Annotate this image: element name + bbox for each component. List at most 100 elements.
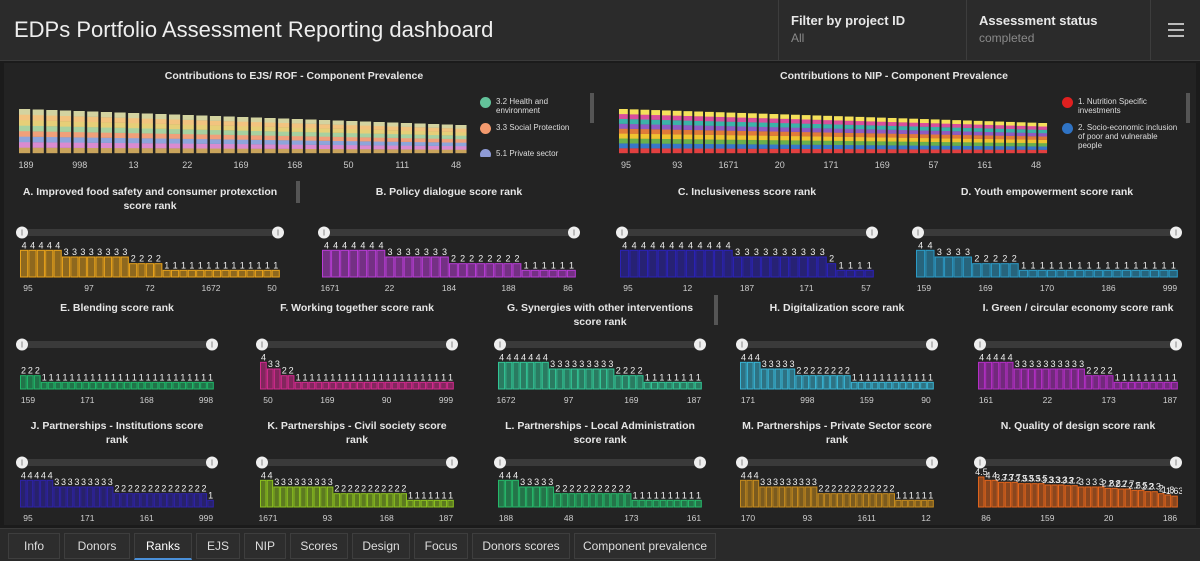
bar-segment[interactable] (128, 113, 140, 119)
bar-segment[interactable] (694, 129, 704, 135)
bar-segment[interactable] (791, 114, 800, 120)
bar-segment[interactable] (387, 133, 399, 138)
project-id-filter[interactable]: Filter by project ID All (778, 0, 965, 60)
score-bar[interactable] (336, 381, 343, 390)
bar-segment[interactable] (619, 128, 628, 134)
bar-segment[interactable] (877, 141, 886, 146)
bar-segment[interactable] (250, 121, 262, 127)
score-bar[interactable] (978, 361, 985, 390)
bar-segment[interactable] (662, 129, 671, 135)
score-bar[interactable] (426, 381, 434, 390)
bar-segment[interactable] (801, 148, 811, 154)
stacked-bar[interactable] (834, 116, 843, 154)
score-bar[interactable] (40, 381, 48, 390)
score-bar[interactable] (271, 269, 280, 278)
zoom-slider-track[interactable] (980, 341, 1176, 348)
bar-segment[interactable] (1038, 146, 1048, 150)
stacked-bar[interactable] (182, 115, 194, 154)
score-bar[interactable] (837, 493, 844, 508)
score-bar[interactable] (779, 256, 790, 278)
bar-segment[interactable] (387, 145, 399, 150)
score-bar[interactable] (26, 479, 34, 508)
score-bar[interactable] (73, 486, 81, 508)
score-bar[interactable] (830, 493, 837, 508)
score-bar[interactable] (561, 493, 569, 508)
score-bar[interactable] (1151, 491, 1158, 508)
bar-segment[interactable] (332, 132, 344, 137)
bar-segment[interactable] (758, 144, 768, 149)
score-bar[interactable] (403, 256, 413, 278)
bar-segment[interactable] (887, 133, 897, 138)
bar-segment[interactable] (278, 118, 290, 124)
bar-segment[interactable] (237, 148, 249, 154)
score-bar[interactable] (600, 368, 608, 390)
bar-segment[interactable] (769, 148, 779, 154)
bar-segment[interactable] (920, 145, 929, 150)
bar-segment[interactable] (791, 144, 800, 149)
bar-segment[interactable] (909, 145, 919, 150)
score-bar[interactable] (200, 493, 208, 508)
score-bar[interactable] (343, 381, 350, 390)
score-bar[interactable] (46, 479, 54, 508)
bar-segment[interactable] (748, 122, 757, 127)
bar-segment[interactable] (651, 138, 661, 144)
score-bar[interactable] (530, 269, 540, 278)
bar-segment[interactable] (428, 145, 440, 150)
score-bar[interactable] (944, 256, 954, 278)
score-bar[interactable] (1078, 486, 1085, 508)
bar-segment[interactable] (662, 134, 671, 140)
score-bar[interactable] (651, 381, 659, 390)
score-bar[interactable] (505, 479, 512, 508)
score-bar[interactable] (61, 381, 69, 390)
bar-segment[interactable] (1027, 132, 1037, 137)
bar-segment[interactable] (737, 148, 747, 154)
score-bar[interactable] (934, 256, 944, 278)
score-bar[interactable] (999, 361, 1007, 390)
zoom-slider-track[interactable] (22, 229, 278, 236)
score-bar[interactable] (673, 499, 681, 508)
score-bar[interactable] (817, 493, 824, 508)
bar-segment[interactable] (737, 139, 747, 145)
bar-segment[interactable] (866, 117, 876, 122)
bar-segment[interactable] (834, 132, 843, 137)
bar-segment[interactable] (801, 140, 811, 145)
score-bar[interactable] (638, 249, 649, 278)
bar-segment[interactable] (59, 147, 72, 154)
score-bar[interactable] (165, 381, 173, 390)
bar-segment[interactable] (855, 124, 865, 130)
score-bar[interactable] (162, 269, 171, 278)
score-bar[interactable] (112, 256, 121, 278)
bar-segment[interactable] (672, 120, 682, 126)
score-bar[interactable] (173, 493, 181, 508)
score-bar[interactable] (1020, 368, 1028, 390)
score-bar[interactable] (802, 375, 810, 390)
score-bar[interactable] (36, 249, 45, 278)
bar-segment[interactable] (995, 128, 1005, 133)
score-bar[interactable] (123, 381, 131, 390)
score-bar[interactable] (180, 493, 188, 508)
bar-segment[interactable] (100, 142, 112, 149)
bar-segment[interactable] (726, 126, 736, 131)
bar-segment[interactable] (155, 143, 167, 149)
bar-segment[interactable] (1027, 136, 1037, 140)
score-bar[interactable] (547, 486, 555, 508)
bar-segment[interactable] (169, 128, 181, 134)
bar-segment[interactable] (1038, 139, 1048, 144)
score-bar[interactable] (494, 263, 504, 278)
bar-segment[interactable] (823, 144, 833, 150)
bar-segment[interactable] (32, 142, 44, 148)
score-bar[interactable] (204, 269, 213, 278)
bar-segment[interactable] (264, 135, 276, 141)
bar-segment[interactable] (672, 143, 682, 149)
score-bar[interactable] (723, 249, 733, 278)
score-bar[interactable] (1031, 483, 1038, 508)
bar-segment[interactable] (941, 127, 951, 132)
bar-segment[interactable] (952, 127, 962, 132)
bar-segment[interactable] (812, 136, 822, 141)
score-bar[interactable] (440, 381, 447, 390)
score-bar[interactable] (167, 493, 174, 508)
bar-segment[interactable] (373, 133, 385, 138)
score-bar[interactable] (1142, 381, 1150, 390)
score-bar[interactable] (172, 381, 180, 390)
bar-segment[interactable] (844, 140, 854, 146)
